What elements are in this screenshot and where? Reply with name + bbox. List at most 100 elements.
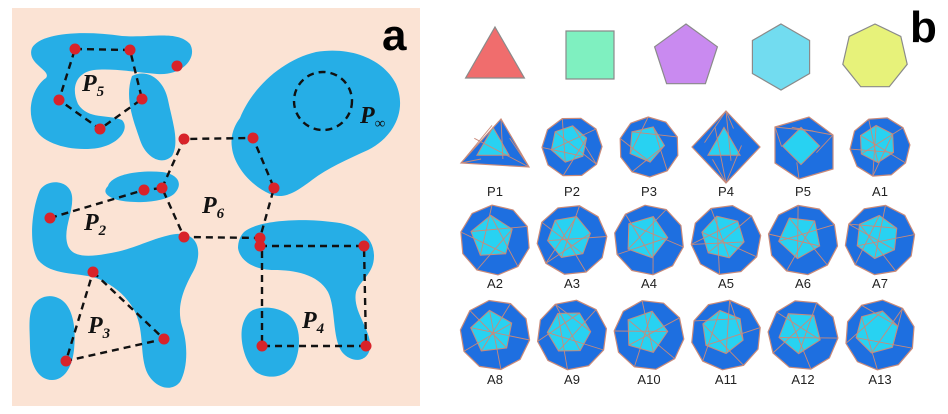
polyhedron-edge bbox=[857, 234, 915, 247]
polyhedron-a8: A8 bbox=[459, 299, 531, 387]
polyhedron-edge bbox=[729, 300, 744, 341]
polyhedron-label: A4 bbox=[641, 276, 657, 291]
polyhedron-edge bbox=[551, 128, 597, 151]
polyhedron-edge bbox=[725, 145, 742, 184]
label-p4: P4 bbox=[301, 308, 325, 337]
polyhedron-edge bbox=[480, 303, 511, 352]
node bbox=[171, 60, 183, 72]
polyhedron-edge bbox=[768, 233, 820, 247]
polyhedron-edge bbox=[625, 213, 653, 259]
polyhedron-label: P5 bbox=[795, 184, 811, 199]
polyhedron-edge bbox=[554, 220, 587, 273]
polyhedron-edge bbox=[561, 118, 566, 163]
polyhedron-edge bbox=[872, 133, 894, 177]
polyhedron-a13: A13 bbox=[845, 299, 915, 387]
polyhedron-edge bbox=[786, 220, 816, 272]
polyhedron-edge bbox=[788, 217, 828, 266]
polyhedron-edge bbox=[707, 215, 752, 254]
polyhedron-label: A10 bbox=[637, 372, 660, 387]
polyhedron-edge bbox=[725, 110, 732, 161]
node bbox=[87, 266, 99, 278]
node bbox=[178, 133, 190, 145]
polyhedron-edge bbox=[872, 125, 877, 177]
polyhedron-facet bbox=[707, 126, 741, 156]
polyhedron-a10: A10 bbox=[613, 300, 685, 387]
polyhedron-edge bbox=[776, 311, 821, 341]
polyhedra-svg: P1 P2 P3 P4 P5 A1 A2 A3 A4 A5 A6 A7 A8 A9 A10 A11 A12 A13 bbox=[459, 23, 916, 387]
label-p6: P6 bbox=[201, 193, 225, 222]
node bbox=[256, 340, 268, 352]
polyhedron-edge bbox=[500, 118, 504, 160]
pore-blob bbox=[30, 33, 193, 150]
polyhedron-edge bbox=[470, 327, 530, 341]
polyhedron-edge bbox=[704, 110, 727, 143]
pore-blob bbox=[241, 307, 299, 377]
polyhedron-edge bbox=[778, 224, 835, 242]
polyhedron-edge bbox=[691, 220, 739, 245]
polyhedron-edge bbox=[797, 205, 799, 259]
polyhedron-edge bbox=[509, 138, 530, 168]
label-p5: P5 bbox=[81, 71, 105, 100]
polyhedron-edge bbox=[778, 337, 838, 339]
triangle-face-icon bbox=[464, 25, 526, 79]
polyhedron-edge bbox=[627, 209, 667, 250]
node bbox=[136, 93, 148, 105]
polyhedron-edge bbox=[541, 146, 583, 157]
polyhedron-a3: A3 bbox=[536, 205, 608, 291]
polyhedron-edge bbox=[463, 322, 512, 352]
panel-a-letter: a bbox=[382, 11, 407, 60]
polyhedron-edge bbox=[628, 223, 684, 248]
polyhedron-label: P2 bbox=[564, 184, 580, 199]
polyhedron-p1: P1 bbox=[459, 117, 531, 199]
polyhedron-label: A5 bbox=[718, 276, 734, 291]
panel-a-pore-diagram: P5 P2 P6 P3 P4 P∞ a bbox=[12, 8, 420, 406]
polyhedron-edge bbox=[561, 205, 580, 258]
polyhedron-edge bbox=[774, 126, 783, 147]
polyhedron-edge bbox=[547, 331, 604, 351]
polyhedron-a2: A2 bbox=[460, 204, 530, 291]
polyhedron-edge bbox=[850, 148, 894, 153]
polyhedron-edge bbox=[816, 134, 834, 154]
ring-p3 bbox=[64, 271, 167, 363]
polyhedron-label: A13 bbox=[868, 372, 891, 387]
node bbox=[138, 184, 150, 196]
square-face-icon bbox=[565, 30, 615, 80]
polyhedron-label: A3 bbox=[564, 276, 580, 291]
polyhedron-edge bbox=[476, 228, 513, 271]
polyhedron-edge bbox=[861, 316, 878, 371]
polyhedron-facet bbox=[781, 126, 821, 166]
polyhedron-label: A8 bbox=[487, 372, 503, 387]
polyhedron-facet bbox=[627, 310, 669, 353]
node bbox=[94, 123, 106, 135]
polyhedron-edge bbox=[772, 314, 815, 354]
pore-blob bbox=[129, 73, 176, 161]
polyhedron-edge bbox=[470, 225, 528, 232]
polyhedron-label: A2 bbox=[487, 276, 503, 291]
node bbox=[268, 182, 280, 194]
polyhedron-edge bbox=[848, 223, 895, 251]
polyhedron-edge bbox=[787, 313, 812, 370]
polyhedron-edge bbox=[545, 216, 577, 264]
pore-blob bbox=[29, 296, 75, 380]
polyhedron-edge bbox=[856, 337, 913, 349]
polyhedron-edge bbox=[554, 131, 597, 165]
pore-blob bbox=[238, 220, 374, 360]
polyhedron-edge bbox=[859, 223, 897, 272]
polyhedron-edge bbox=[572, 125, 597, 165]
polyhedron-facet bbox=[778, 217, 821, 260]
polyhedron-label: A11 bbox=[715, 372, 737, 387]
polyhedron-edge bbox=[627, 319, 675, 360]
polyhedron-edge bbox=[848, 223, 897, 229]
polyhedron-edge bbox=[702, 323, 744, 366]
heptagon-face-icon bbox=[842, 23, 908, 88]
polyhedron-edge bbox=[714, 127, 727, 184]
polyhedron-a6: A6 bbox=[767, 204, 839, 291]
polyhedron-edge bbox=[555, 303, 591, 332]
polyhedron-label: P1 bbox=[487, 184, 503, 199]
polyhedron-p3: P3 bbox=[619, 116, 679, 199]
node bbox=[124, 44, 136, 56]
polyhedron-label: A7 bbox=[872, 276, 888, 291]
node bbox=[158, 333, 170, 345]
polyhedron-p2: P2 bbox=[541, 117, 603, 199]
node bbox=[60, 355, 72, 367]
